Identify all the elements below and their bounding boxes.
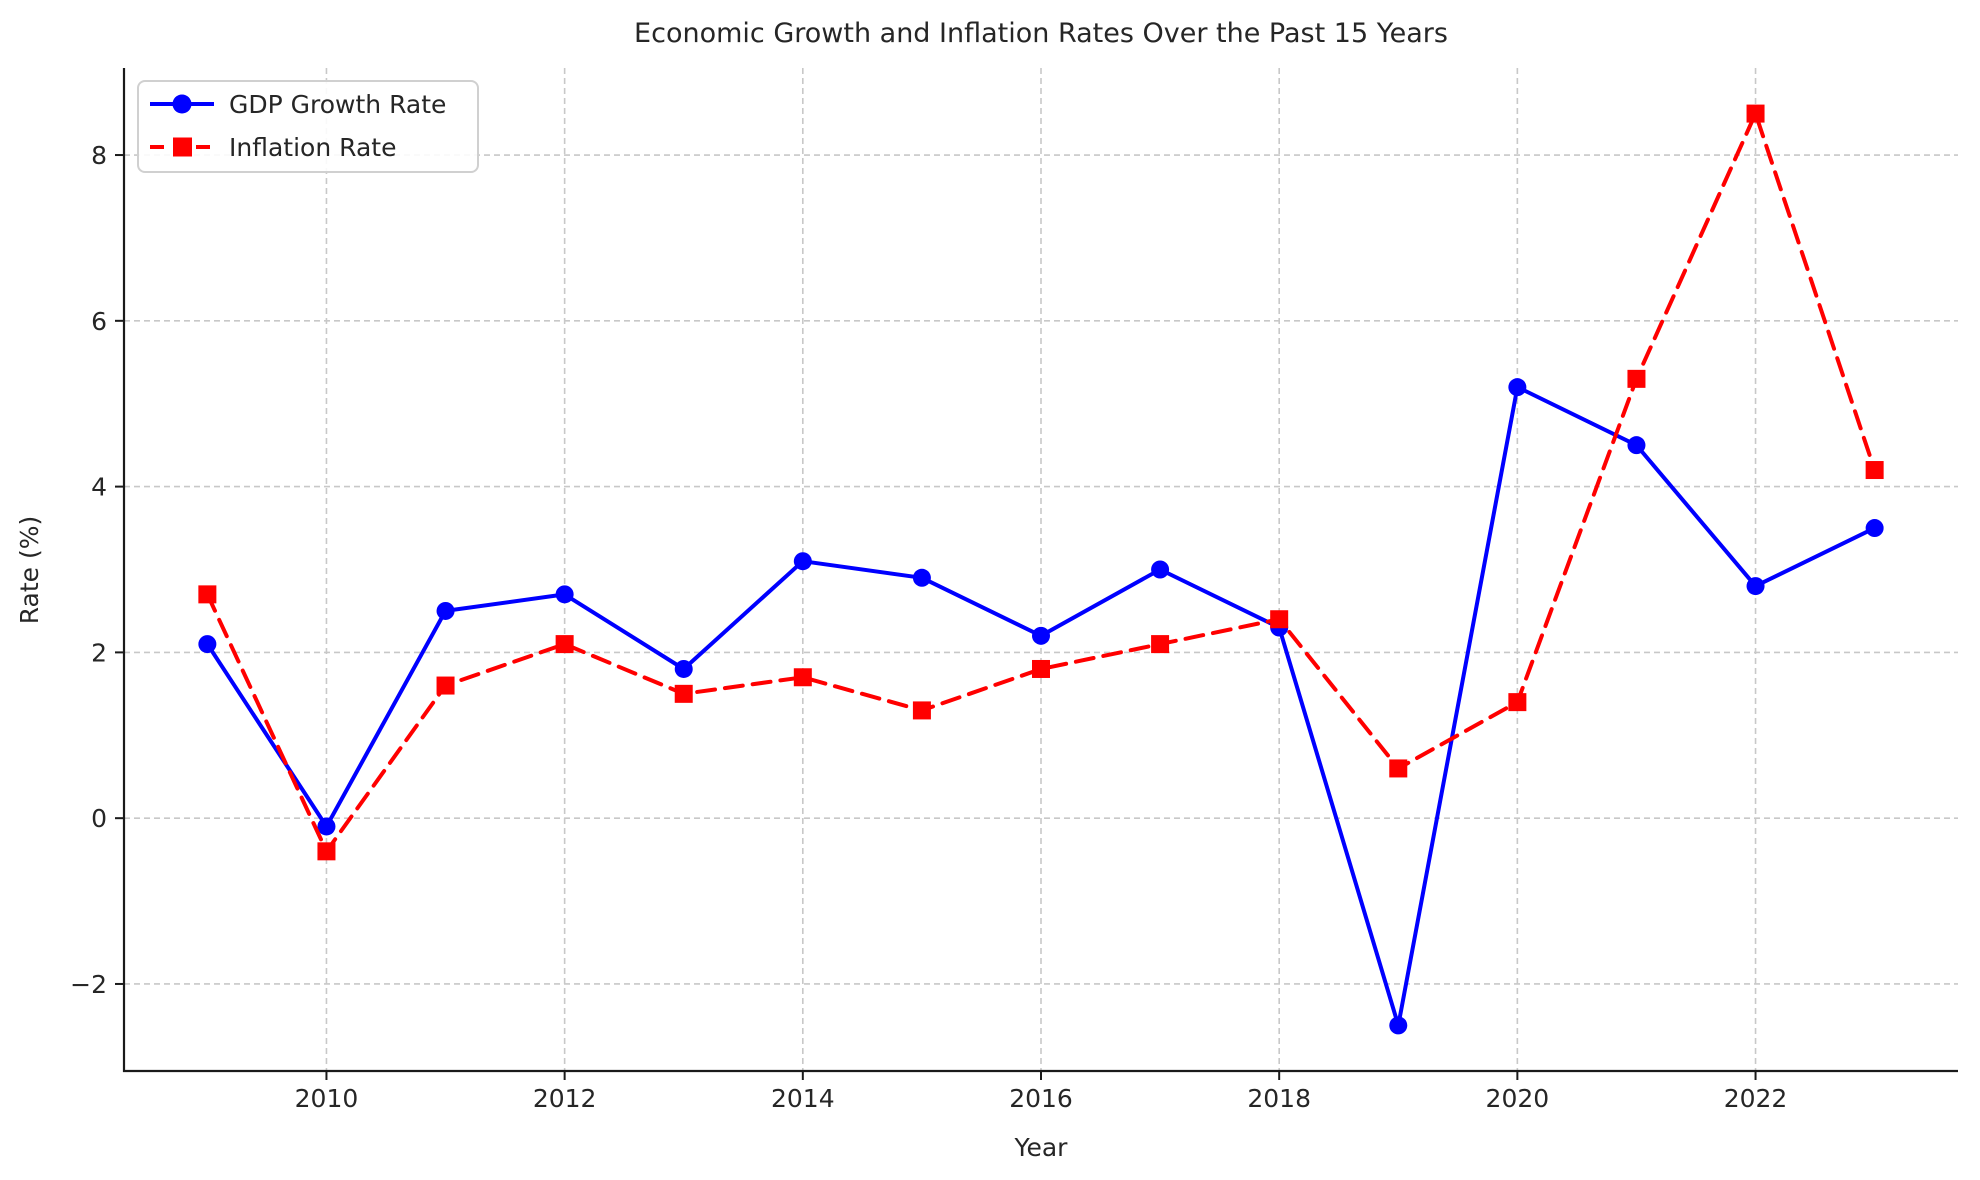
- gdp-growth-rate-point: [674, 659, 693, 678]
- gdp-growth-rate-point: [1032, 626, 1050, 645]
- data-series: [198, 104, 1884, 1035]
- legend-entry-label: GDP Growth Rate: [229, 90, 446, 119]
- inflation-rate-point: [317, 842, 336, 861]
- legend-square-marker-icon: [173, 137, 192, 157]
- axis-ticks: 2010 2012 2014 2016 2018 2020 2022 −2 0 2 4 6 8: [70, 141, 1787, 1113]
- legend-box: [137, 80, 479, 173]
- legend-entry-label: Inflation Rate: [229, 133, 396, 162]
- inflation-rate-point: [1746, 104, 1765, 123]
- y-tick-label: −2: [70, 970, 107, 999]
- y-tick-label: 6: [91, 307, 107, 336]
- gdp-growth-rate-point: [555, 585, 574, 604]
- inflation-rate-point: [674, 684, 693, 703]
- x-tick-label: 2018: [1247, 1084, 1311, 1113]
- gdp-growth-rate-point: [1389, 1016, 1408, 1035]
- inflation-rate-point: [555, 635, 574, 654]
- inflation-rate-point: [1865, 461, 1884, 480]
- legend-circle-marker-icon: [172, 94, 192, 114]
- gdp-growth-rate-point: [436, 601, 455, 620]
- y-tick-label: 0: [91, 804, 107, 833]
- inflation-rate-point: [1389, 759, 1408, 778]
- x-axis-label: Year: [1014, 1133, 1069, 1162]
- gdp-growth-rate-point: [1746, 577, 1765, 596]
- gdp-growth-rate-point: [1508, 378, 1527, 397]
- chart-title: Economic Growth and Inflation Rates Over…: [634, 18, 1448, 49]
- inflation-rate-point: [436, 676, 455, 695]
- y-axis-label: Rate (%): [15, 516, 44, 625]
- inflation-rate-line: [205, 111, 1877, 854]
- x-tick-label: 2012: [533, 1084, 597, 1113]
- inflation-rate-point: [1151, 635, 1170, 654]
- x-tick-label: 2020: [1486, 1084, 1550, 1113]
- inflation-rate-point: [1627, 369, 1646, 388]
- inflation-rate-point: [912, 701, 931, 720]
- gdp-growth-rate-point: [912, 568, 931, 587]
- gdp-growth-rate-point: [1865, 519, 1884, 538]
- x-tick-label: 2010: [295, 1084, 359, 1113]
- legend: GDP Growth Rate Inflation Rate: [137, 80, 479, 173]
- y-tick-label: 4: [91, 473, 107, 502]
- x-tick-label: 2014: [771, 1084, 835, 1113]
- inflation-rate-point: [1270, 610, 1289, 629]
- y-tick-label: 8: [91, 141, 107, 170]
- inflation-rate-point: [198, 585, 217, 604]
- gdp-growth-rate-point: [1151, 560, 1170, 579]
- gdp-growth-rate-point: [793, 552, 812, 571]
- grid-layer: [124, 68, 1958, 1071]
- y-tick-label: 2: [91, 638, 107, 667]
- inflation-rate-point: [793, 668, 812, 687]
- inflation-rate-point: [1032, 659, 1050, 678]
- gdp-growth-rate-point: [317, 817, 336, 836]
- x-tick-label: 2016: [1009, 1084, 1073, 1113]
- gdp-growth-rate-point: [198, 635, 217, 654]
- gdp-growth-rate-point: [1627, 436, 1646, 455]
- inflation-rate-point: [1508, 693, 1527, 712]
- x-tick-label: 2022: [1724, 1084, 1788, 1113]
